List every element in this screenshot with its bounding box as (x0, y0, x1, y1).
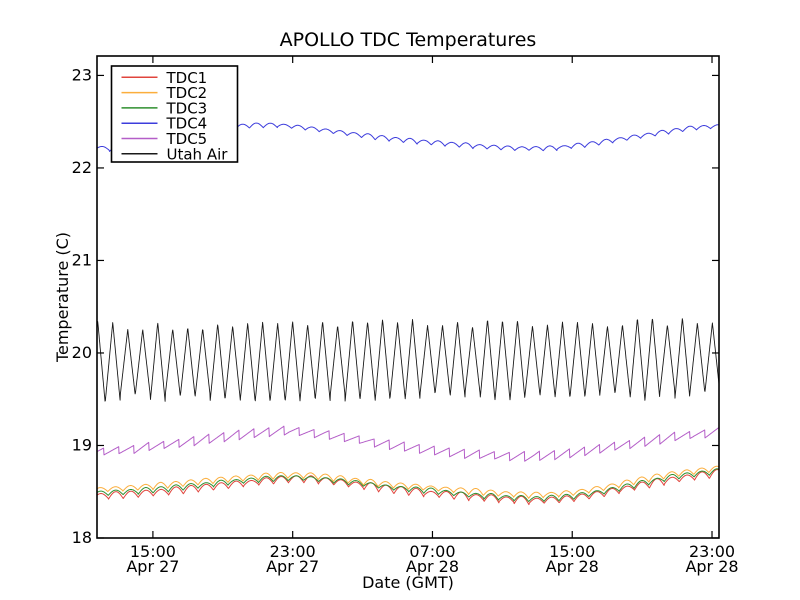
legend-label: TDC3 (166, 99, 208, 117)
x-tick-time-label: 15:00 (549, 542, 595, 561)
series-line-utah-air (97, 318, 719, 402)
y-tick-label: 23 (72, 65, 92, 84)
legend-item-tdc2: TDC2 (121, 84, 208, 102)
x-tick-time-label: 07:00 (409, 542, 455, 561)
x-tick-time-label: 15:00 (130, 542, 176, 561)
legend-label: TDC5 (166, 130, 208, 148)
legend-item-tdc4: TDC4 (121, 115, 208, 133)
x-tick-time-label: 23:00 (270, 542, 316, 561)
legend-box (110, 65, 239, 163)
x-tick-date-label: Apr 28 (406, 557, 459, 576)
series-line-tdc1 (97, 469, 719, 506)
y-tick-label: 20 (72, 343, 92, 362)
legend-item-tdc3: TDC3 (121, 99, 208, 117)
x-tick-date-label: Apr 27 (126, 557, 179, 576)
x-tick-date-label: Apr 28 (546, 557, 599, 576)
legend-item-tdc1: TDC1 (121, 69, 208, 87)
legend-label: TDC1 (166, 69, 208, 87)
axis-ticks (97, 56, 719, 539)
x-tick-date-label: Apr 27 (266, 557, 319, 576)
y-tick-label: 22 (72, 158, 92, 177)
x-tick-time-label: 23:00 (689, 542, 735, 561)
plot-border (96, 55, 720, 539)
chart-title: APOLLO TDC Temperatures (280, 29, 537, 51)
legend-label: TDC2 (166, 84, 208, 102)
legend-label: TDC4 (166, 115, 208, 133)
series-line-tdc3 (97, 468, 719, 502)
x-tick-date-label: Apr 28 (685, 557, 738, 576)
legend-item-tdc5: TDC5 (121, 130, 208, 148)
series-line-tdc2 (97, 465, 719, 499)
axes-frame (96, 55, 720, 539)
legend-item-utah-air: Utah Air (121, 145, 229, 163)
legend-label: Utah Air (167, 145, 229, 163)
x-axis-label: Date (GMT) (362, 573, 454, 592)
series-line-tdc5 (97, 425, 719, 462)
y-tick-label: 18 (72, 528, 92, 547)
y-tick-label: 21 (72, 250, 92, 269)
series-lines (97, 122, 719, 506)
y-axis-label: Temperature (C) (53, 232, 72, 363)
y-tick-label: 19 (72, 435, 92, 454)
